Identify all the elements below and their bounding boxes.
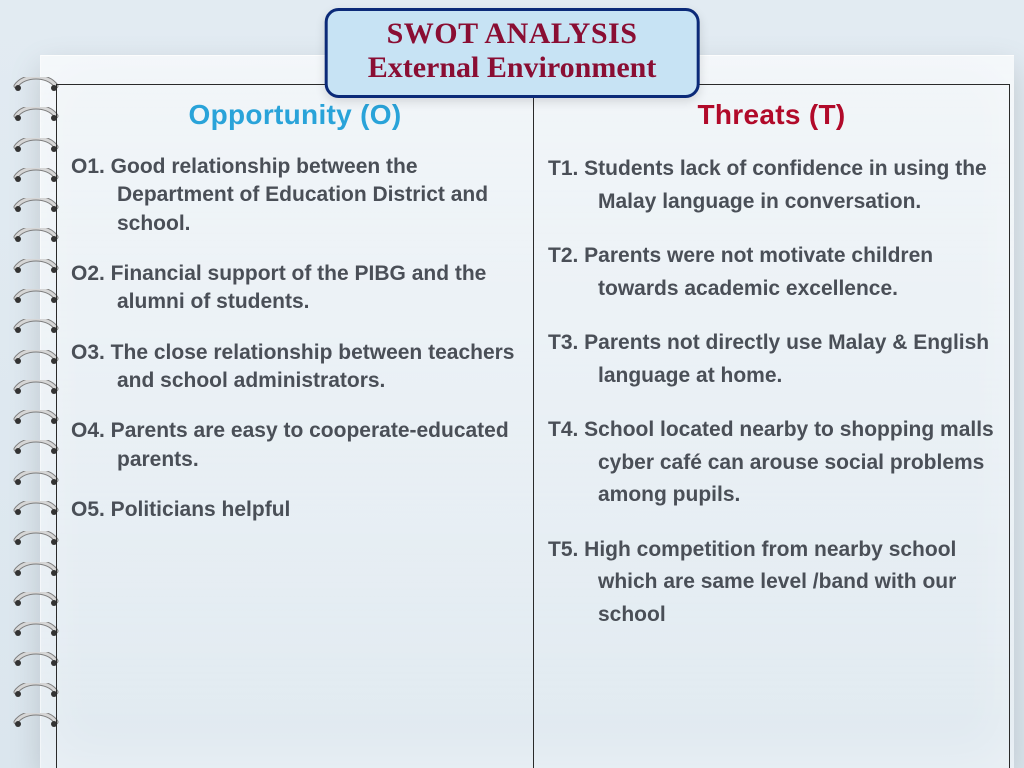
spiral-ring	[12, 80, 60, 92]
list-item: T4. School located nearby to shopping ma…	[548, 414, 995, 512]
title-pill: SWOT ANALYSIS External Environment	[325, 8, 700, 98]
spiral-ring	[12, 655, 60, 667]
spiral-ring	[12, 383, 60, 395]
list-item: T2. Parents were not motivate children t…	[548, 240, 995, 305]
spiral-ring	[12, 686, 60, 698]
list-item: O5. Politicians helpful	[71, 496, 519, 524]
threats-column: Threats (T) T1. Students lack of confide…	[533, 85, 1009, 768]
spiral-ring	[12, 443, 60, 455]
title-line-1: SWOT ANALYSIS	[368, 17, 657, 51]
spiral-binding	[12, 80, 62, 728]
spiral-ring	[12, 625, 60, 637]
list-item: T5. High competition from nearby school …	[548, 534, 995, 632]
opportunity-heading: Opportunity (O)	[71, 99, 519, 131]
spiral-ring	[12, 171, 60, 183]
spiral-ring	[12, 141, 60, 153]
threats-heading: Threats (T)	[548, 99, 995, 131]
threats-list: T1. Students lack of confidence in using…	[548, 153, 995, 632]
spiral-ring	[12, 716, 60, 728]
list-item: O1. Good relationship between the Depart…	[71, 153, 519, 238]
list-item: O3. The close relationship between teach…	[71, 339, 519, 396]
spiral-ring	[12, 504, 60, 516]
spiral-ring	[12, 534, 60, 546]
spiral-ring	[12, 413, 60, 425]
swot-grid: Opportunity (O) O1. Good relationship be…	[56, 84, 1010, 768]
title-line-2: External Environment	[368, 51, 657, 85]
spiral-ring	[12, 474, 60, 486]
spiral-ring	[12, 110, 60, 122]
spiral-ring	[12, 565, 60, 577]
spiral-ring	[12, 292, 60, 304]
spiral-ring	[12, 353, 60, 365]
spiral-ring	[12, 262, 60, 274]
spiral-ring	[12, 201, 60, 213]
spiral-ring	[12, 595, 60, 607]
list-item: O2. Financial support of the PIBG and th…	[71, 260, 519, 317]
spiral-ring	[12, 231, 60, 243]
list-item: T3. Parents not directly use Malay & Eng…	[548, 327, 995, 392]
opportunity-list: O1. Good relationship between the Depart…	[71, 153, 519, 524]
list-item: T1. Students lack of confidence in using…	[548, 153, 995, 218]
opportunity-column: Opportunity (O) O1. Good relationship be…	[57, 85, 533, 768]
list-item: O4. Parents are easy to cooperate-educat…	[71, 417, 519, 474]
spiral-ring	[12, 322, 60, 334]
